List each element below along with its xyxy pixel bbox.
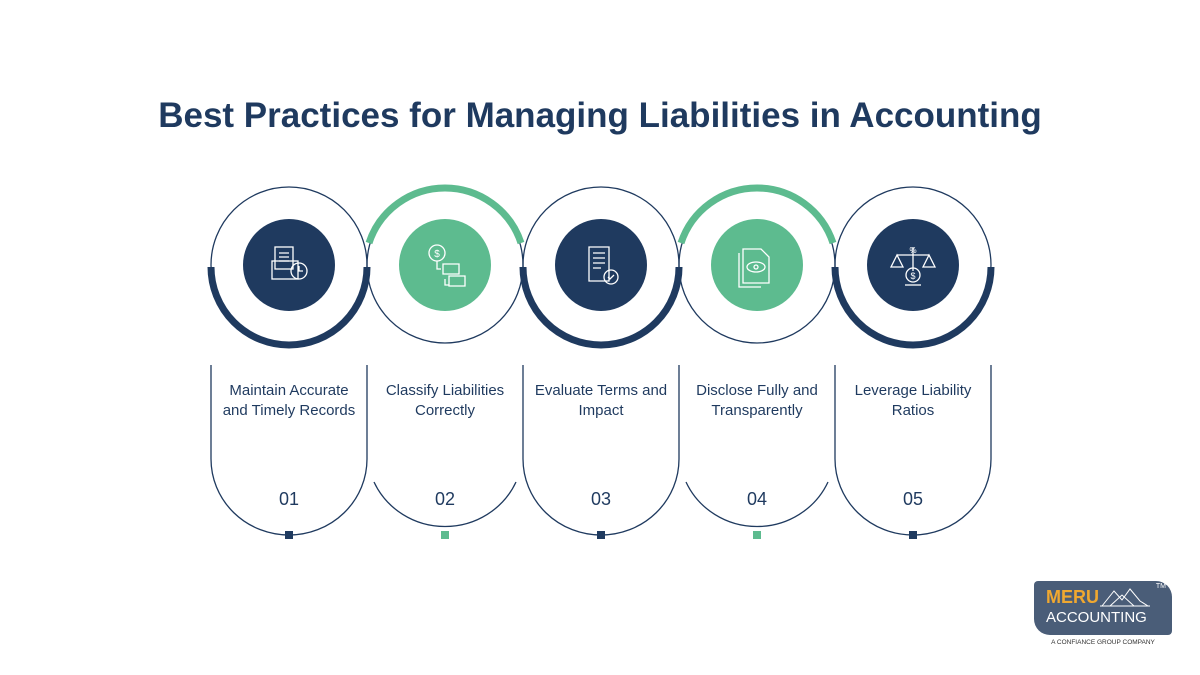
step-card-outline — [373, 481, 517, 528]
logo-accounting: ACCOUNTING — [1046, 609, 1147, 626]
step-label: Classify Liabilities Correctly — [385, 382, 505, 419]
step-label: Evaluate Terms and Impact — [534, 382, 668, 419]
dollar-coin-tags-icon: $ — [428, 244, 466, 287]
step-number: 03 — [590, 489, 612, 509]
step-marker — [285, 531, 293, 539]
step-icon-circle — [555, 219, 647, 311]
logo-subtitle: A CONFIANCE GROUP COMPANY — [1051, 639, 1155, 646]
step-accent-arc — [519, 266, 683, 349]
meru-accounting-logo: MERU TM ACCOUNTING — [1034, 581, 1172, 635]
step-number: 02 — [434, 489, 456, 509]
svg-text:$: $ — [910, 271, 915, 281]
step-marker — [909, 531, 917, 539]
svg-text:$: $ — [434, 249, 440, 260]
step-number: 01 — [278, 489, 300, 509]
step-number: 05 — [902, 489, 924, 509]
step-marker — [753, 531, 761, 539]
document-folder-clock-icon — [271, 246, 308, 280]
document-eye-icon — [738, 248, 770, 288]
step-icon-circle — [243, 219, 335, 311]
step-accent-arc — [831, 266, 995, 349]
step-accent-arc — [207, 266, 371, 349]
page-title: Best Practices for Managing Liabilities … — [158, 96, 1042, 135]
logo-meru: MERU — [1046, 587, 1099, 607]
step-label: Disclose Fully and Transparently — [696, 382, 818, 419]
step-accent-arc — [677, 184, 837, 245]
scroll-checkmark-icon — [588, 246, 619, 285]
mountain-icon — [1100, 588, 1150, 607]
step-icon-circle — [399, 219, 491, 311]
step-marker — [597, 531, 605, 539]
step-label: Maintain Accurate and Timely Records — [222, 382, 356, 419]
step-label: Leverage Liability Ratios — [854, 382, 972, 419]
logo-tm: TM — [1155, 583, 1166, 590]
balance-scale-percent-icon: $% — [889, 246, 937, 286]
step-number: 04 — [746, 489, 768, 509]
step-accent-arc — [365, 184, 525, 245]
svg-text:%: % — [909, 246, 916, 255]
step-card-outline — [685, 481, 829, 528]
step-marker — [441, 531, 449, 539]
